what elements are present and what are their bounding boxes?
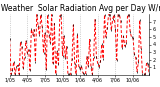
Title: Milwaukee Weather  Solar Radiation Avg per Day W/m2/minute: Milwaukee Weather Solar Radiation Avg pe…	[0, 4, 160, 13]
